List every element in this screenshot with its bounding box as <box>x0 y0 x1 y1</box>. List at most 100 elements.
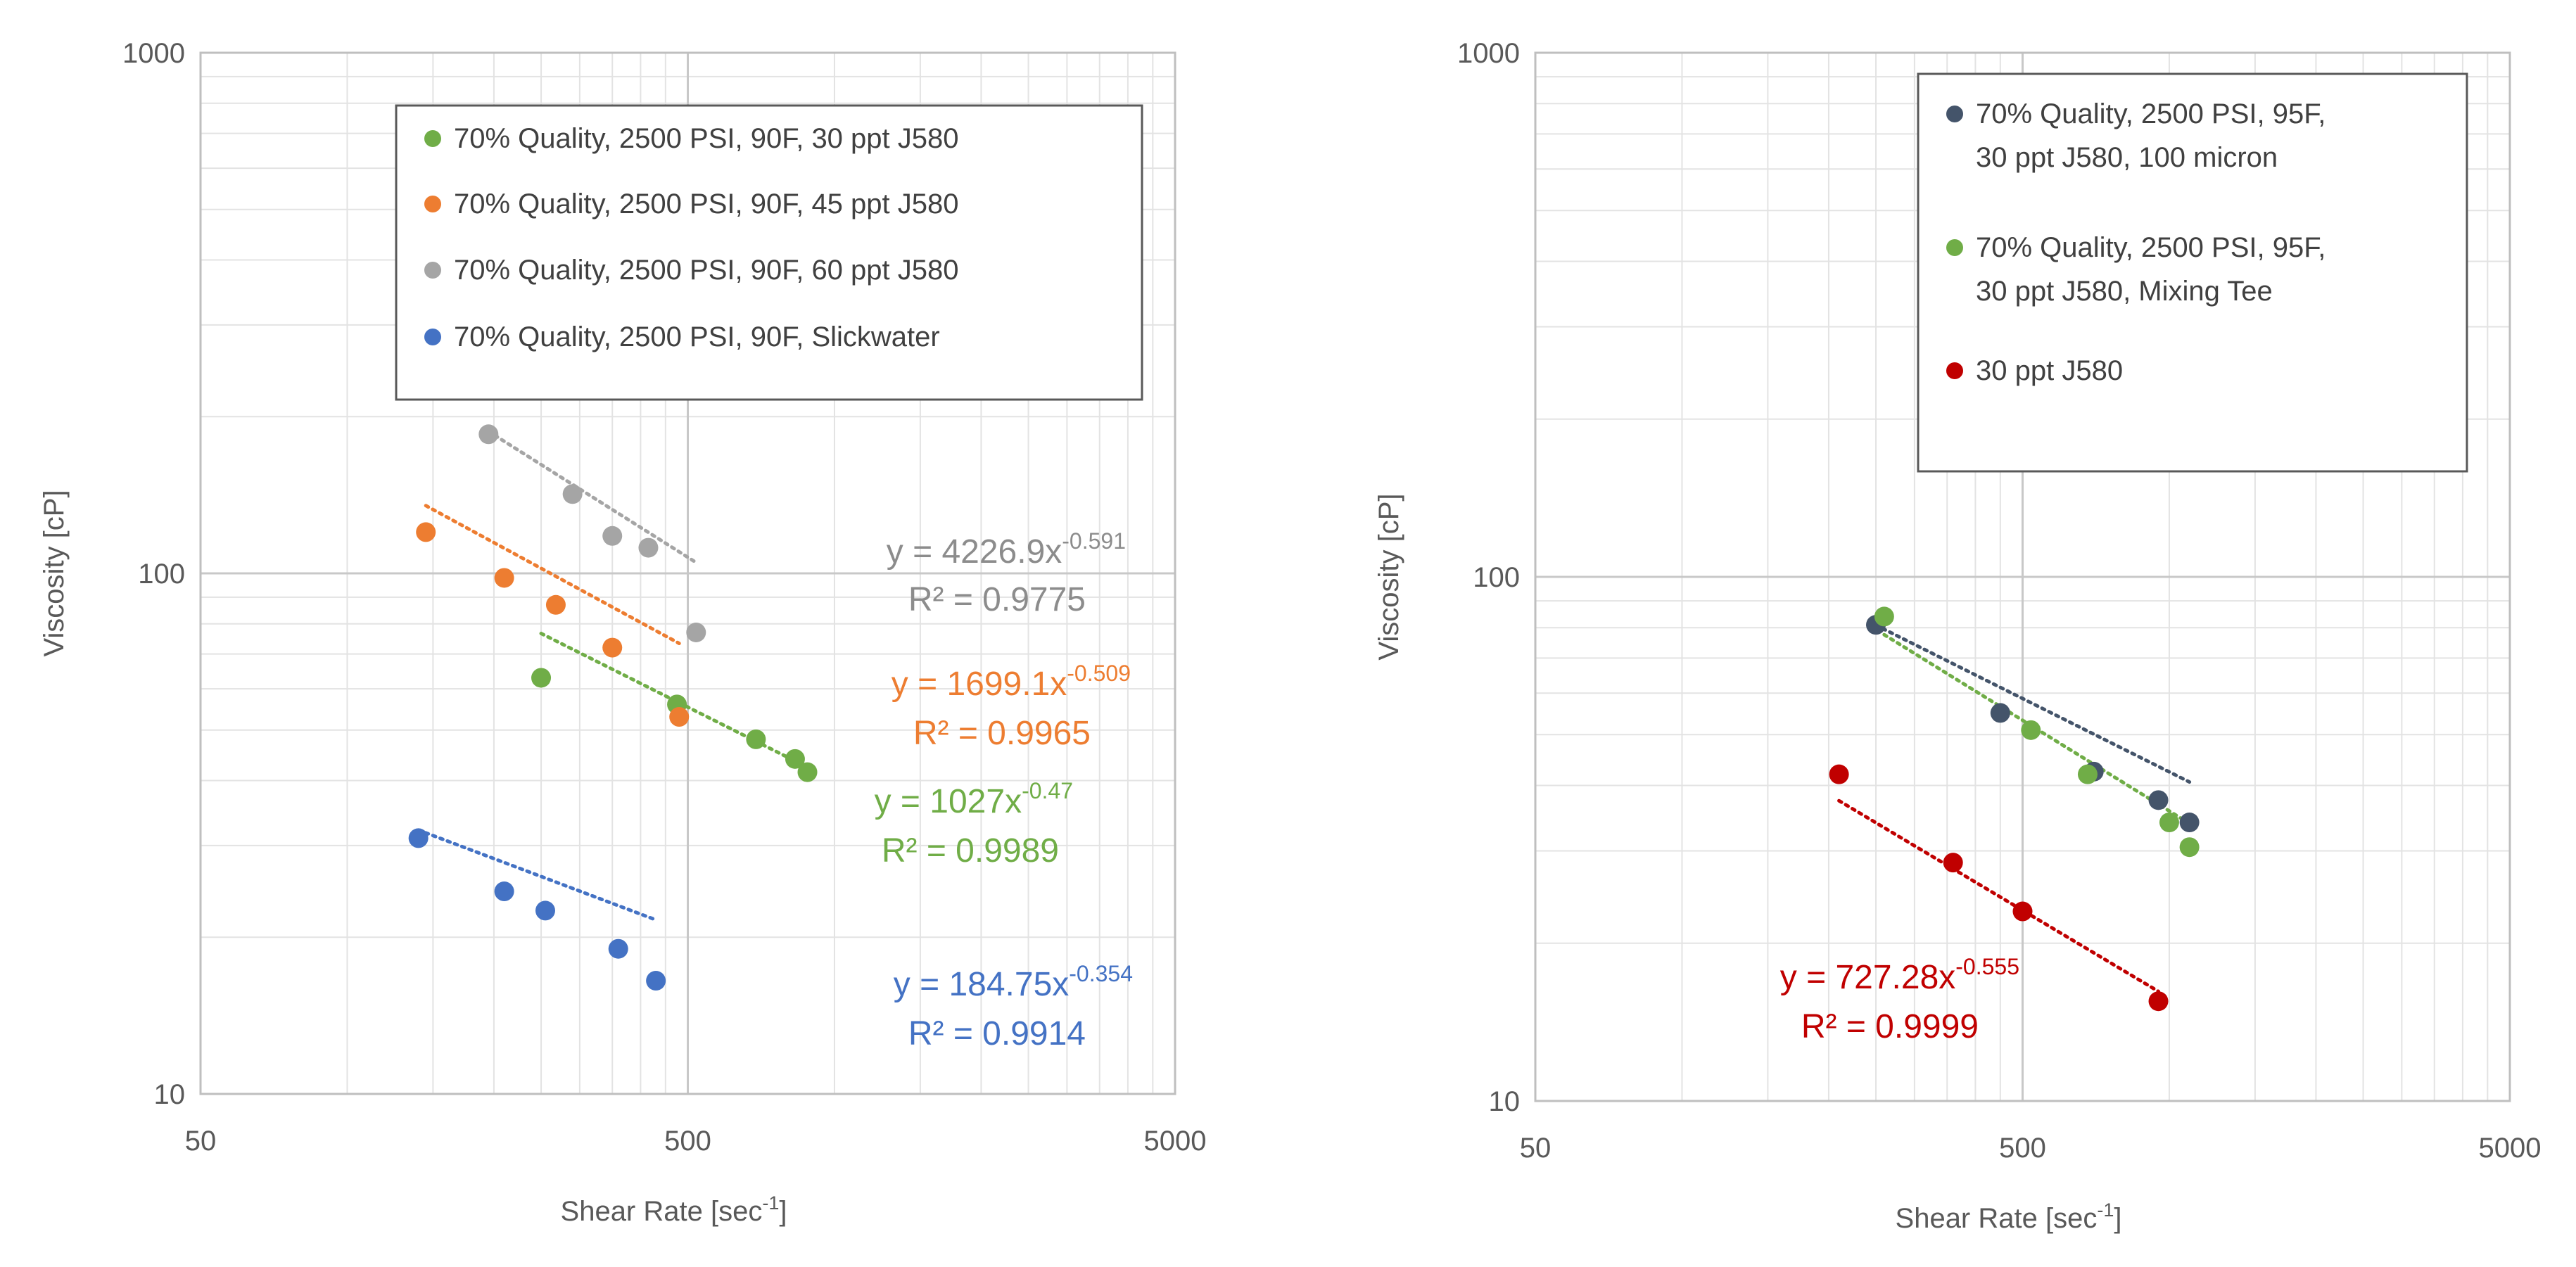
legend-label: 70% Quality, 2500 PSI, 90F, 30 ppt J580 <box>454 123 959 154</box>
data-point <box>2077 764 2098 784</box>
legend-marker <box>1946 239 1963 256</box>
data-point <box>602 637 623 658</box>
data-point <box>478 424 499 445</box>
x-tick-label: 5000 <box>2479 1133 2542 1164</box>
legend-line: 30 ppt J580 <box>1976 355 2123 386</box>
data-point <box>785 749 805 769</box>
r-squared-text: R² = 0.9989 <box>882 832 1059 870</box>
legend-marker <box>424 262 441 279</box>
legend: 70% Quality, 2500 PSI, 90F, 30 ppt J580 … <box>395 104 1143 401</box>
x-tick-label: 50 <box>1520 1133 1552 1164</box>
x-tick-label: 5000 <box>1144 1126 1207 1157</box>
data-point <box>669 707 690 727</box>
legend-entry: 30 ppt J580 <box>1946 355 2123 386</box>
data-point <box>531 668 552 688</box>
r-squared-text: R² = 0.9965 <box>913 715 1091 752</box>
equation-text: y = 1699.1x-0.509 <box>892 661 1131 703</box>
data-point <box>686 622 706 642</box>
equation-label-slickwater: y = 184.75x-0.354 R² = 0.9914 <box>894 961 1133 1052</box>
trendline <box>486 429 698 565</box>
equation-text: y = 4226.9x-0.591 <box>887 528 1126 571</box>
data-points <box>1829 606 2200 1012</box>
plot-area-frame <box>199 51 1176 1095</box>
legend-label: 70% Quality, 2500 PSI, 95F, 30 ppt J580, … <box>1976 98 2326 173</box>
x-axis-title: Shear Rate [sec-1] <box>561 1192 787 1227</box>
equation-label-30ppt: y = 727.28x-0.555 R² = 0.9999 <box>1780 954 2019 1045</box>
legend-box <box>395 104 1143 401</box>
data-point <box>416 522 436 542</box>
r-squared-text: R² = 0.9775 <box>908 581 1086 618</box>
data-point <box>2148 790 2169 810</box>
legend-label: 70% Quality, 2500 PSI, 95F, 30 ppt J580, … <box>1976 232 2326 307</box>
legend-label: 70% Quality, 2500 PSI, 90F, 60 ppt J580 <box>454 255 959 286</box>
legend-marker <box>424 329 441 345</box>
legend-entry: 70% Quality, 2500 PSI, 90F, 30 ppt J580 <box>424 123 959 154</box>
data-point <box>562 484 583 504</box>
trendline <box>1837 798 2161 993</box>
x-tick-label: 500 <box>664 1126 711 1157</box>
trendline <box>424 504 681 646</box>
data-point <box>2159 813 2179 833</box>
data-point <box>646 971 666 991</box>
y-tick-label: 1000 <box>1457 38 1520 69</box>
trendline <box>417 828 658 922</box>
r-squared-text: R² = 0.9914 <box>908 1015 1086 1052</box>
legend-marker <box>1946 106 1963 122</box>
y-tick-label: 100 <box>1473 562 1520 593</box>
data-points <box>408 424 818 991</box>
legend-line: 30 ppt J580, 100 micron <box>1976 142 2278 173</box>
y-axis-title: Viscosity [cP] <box>1373 493 1404 660</box>
y-tick-label: 10 <box>1489 1086 1521 1117</box>
chart-right: 1000 100 10 50 500 5000 Shear Rate [sec-… <box>1373 38 2541 1234</box>
data-point <box>494 568 514 588</box>
data-point <box>494 881 514 902</box>
data-point <box>1990 703 2010 723</box>
chart-left: 1000 100 10 50 500 5000 Shear Rate [sec-… <box>39 38 1206 1227</box>
data-point <box>608 938 628 959</box>
trendline-equations: y = 727.28x-0.555 R² = 0.9999 <box>1780 954 2019 1045</box>
legend-entry: 70% Quality, 2500 PSI, 95F, 30 ppt J580, … <box>1946 98 2326 173</box>
equation-label-45ppt: y = 1699.1x-0.509 R² = 0.9965 <box>892 661 1131 752</box>
x-axis-title: Shear Rate [sec-1] <box>1896 1199 2122 1234</box>
trendlines <box>1837 623 2192 993</box>
data-point <box>638 537 659 558</box>
equation-label-60ppt: y = 4226.9x-0.591 R² = 0.9775 <box>887 528 1126 618</box>
data-point <box>1829 764 1849 784</box>
legend-entry: 70% Quality, 2500 PSI, 90F, 60 ppt J580 <box>424 255 959 286</box>
y-tick-label: 10 <box>154 1079 186 1110</box>
legend-marker <box>424 196 441 212</box>
y-tick-labels: 1000 100 10 <box>122 38 185 1110</box>
y-tick-label: 1000 <box>122 38 185 69</box>
legend-line: 70% Quality, 2500 PSI, 95F, <box>1976 232 2326 263</box>
legend-line: 70% Quality, 2500 PSI, 95F, <box>1976 98 2326 129</box>
legend-entry: 70% Quality, 2500 PSI, 90F, 45 ppt J580 <box>424 189 959 219</box>
legend-marker <box>1946 362 1963 379</box>
equation-label-30ppt: y = 1027x-0.47 R² = 0.9989 <box>875 778 1073 870</box>
data-point <box>2148 991 2169 1012</box>
trendline-equations: y = 4226.9x-0.591 R² = 0.9775 y = 1699.1… <box>875 528 1133 1052</box>
data-point <box>535 900 555 921</box>
x-tick-label: 50 <box>185 1126 217 1157</box>
trendline <box>1874 623 2192 784</box>
y-tick-labels: 1000 100 10 <box>1457 38 1520 1117</box>
data-point <box>746 729 766 749</box>
legend-entry: 70% Quality, 2500 PSI, 90F, Slickwater <box>424 321 940 352</box>
legend-label: 30 ppt J580 <box>1976 355 2123 386</box>
legend-label: 70% Quality, 2500 PSI, 90F, Slickwater <box>454 321 940 352</box>
data-point <box>797 762 818 782</box>
x-tick-label: 500 <box>1999 1133 2046 1164</box>
data-point <box>1874 606 1894 627</box>
legend-marker <box>424 130 441 147</box>
legend-label: 70% Quality, 2500 PSI, 90F, 45 ppt J580 <box>454 189 959 219</box>
data-point <box>545 594 566 615</box>
x-tick-labels: 50 500 5000 <box>1520 1133 2542 1164</box>
equation-text: y = 727.28x-0.555 <box>1780 954 2019 996</box>
legend-box <box>1917 72 2468 473</box>
data-point <box>2012 901 2033 922</box>
y-axis-title: Viscosity [cP] <box>39 490 70 656</box>
data-point <box>2179 837 2200 858</box>
plot-area-frame <box>1534 51 2511 1102</box>
legend-entry: 70% Quality, 2500 PSI, 95F, 30 ppt J580, … <box>1946 232 2326 307</box>
data-point <box>2021 720 2041 740</box>
